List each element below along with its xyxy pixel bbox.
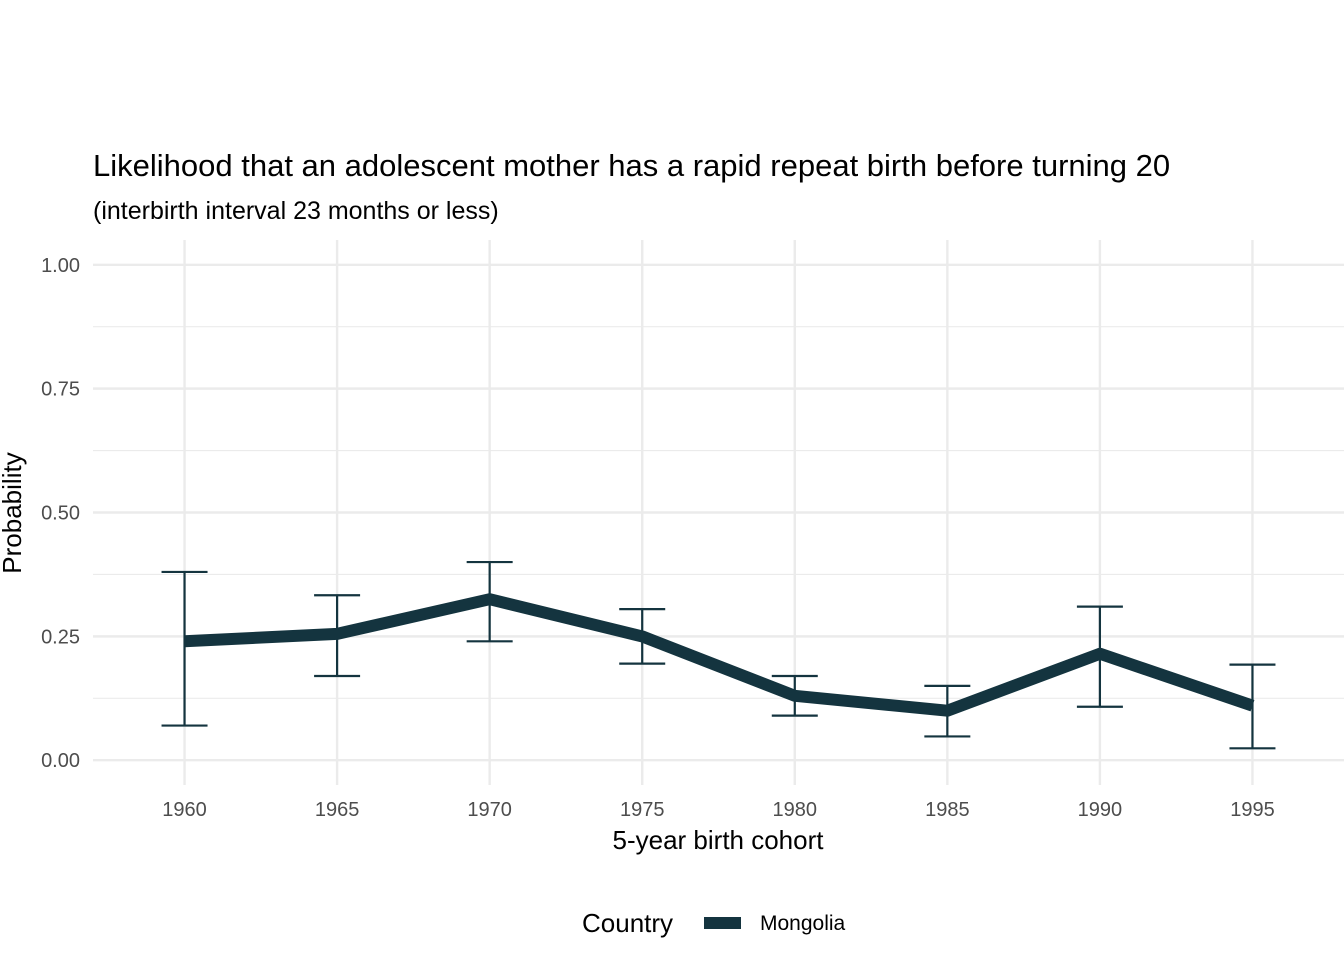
x-tick-label: 1975 [620, 799, 665, 821]
x-axis: 1960 1965 1970 1975 1980 1985 1990 1995 [162, 799, 1274, 821]
y-tick-label: 0.50 [41, 503, 80, 525]
y-tick-label: 0.25 [41, 626, 80, 648]
legend-label-mongolia: Mongolia [760, 912, 846, 935]
x-tick-label: 1990 [1078, 799, 1123, 821]
error-bar [161, 570, 208, 727]
chart-subtitle: (interbirth interval 23 months or less) [93, 197, 499, 225]
x-tick-label: 1965 [315, 799, 360, 821]
x-tick-label: 1980 [773, 799, 818, 821]
error-bar [1229, 663, 1276, 750]
series-line-mongolia [184, 593, 1255, 717]
x-axis-title: 5-year birth cohort [613, 825, 825, 855]
x-tick-label: 1985 [925, 799, 970, 821]
y-axis: 0.00 0.25 0.50 0.75 1.00 [41, 255, 80, 772]
x-tick-label: 1970 [467, 799, 512, 821]
y-tick-label: 1.00 [41, 255, 80, 277]
y-axis-title: Probability [0, 452, 27, 573]
x-tick-label: 1995 [1230, 799, 1275, 821]
series-layer [161, 560, 1276, 750]
y-tick-label: 0.00 [41, 750, 80, 772]
legend-title: Country [582, 908, 673, 938]
legend-key-mongolia [704, 917, 741, 929]
legend: Country Mongolia [582, 908, 846, 938]
chart-title: Likelihood that an adolescent mother has… [93, 148, 1170, 183]
grid [93, 240, 1344, 785]
y-tick-label: 0.75 [41, 379, 80, 401]
x-tick-label: 1960 [162, 799, 207, 821]
